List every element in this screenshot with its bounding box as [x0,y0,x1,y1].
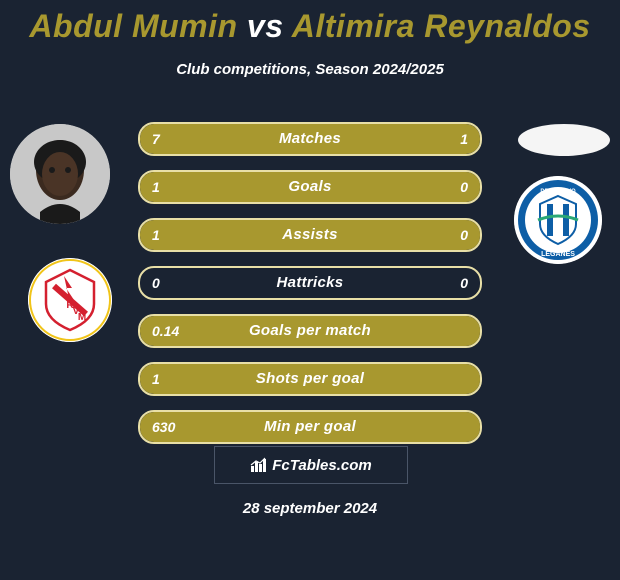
svg-text:LEGANÉS: LEGANÉS [541,249,575,258]
stat-row: 0 Hattricks 0 [138,266,482,300]
stat-label: Goals [140,172,480,202]
player-right-photo [518,124,610,156]
stat-row: 1 Assists 0 [138,218,482,252]
stat-label: Shots per goal [140,364,480,394]
svg-text:M: M [78,312,86,323]
stat-label: Assists [140,220,480,250]
footer-brand-text: FcTables.com [272,457,371,474]
stat-right-value: 0 [460,220,468,250]
headshot-icon [10,124,110,224]
stat-row: 1 Goals 0 [138,170,482,204]
subtitle: Club competitions, Season 2024/2025 [0,61,620,78]
stat-right-value: 0 [460,268,468,298]
club-right-badge: DEPORTIVO LEGANÉS [514,176,602,264]
page-title: Abdul Mumin vs Altimira Reynaldos [0,0,620,45]
stat-row: 7 Matches 1 [138,122,482,156]
stat-label: Min per goal [140,412,480,442]
stats-list: 7 Matches 1 1 Goals 0 1 Assists 0 0 Hatt… [138,122,482,458]
stat-row: 630 Min per goal [138,410,482,444]
player-left-name: Abdul Mumin [29,8,237,44]
footer-brand-box: FcTables.com [214,446,408,484]
stat-right-value: 1 [460,124,468,154]
vs-label: vs [247,8,284,44]
date-label: 28 september 2024 [0,500,620,517]
club-left-badge: R V M [28,258,112,342]
stat-row: 1 Shots per goal [138,362,482,396]
bar-chart-icon [250,456,268,474]
comparison-card: Abdul Mumin vs Altimira Reynaldos Club c… [0,0,620,580]
svg-text:DEPORTIVO: DEPORTIVO [540,189,576,195]
player-right-name: Altimira Reynaldos [292,8,591,44]
player-left-photo [10,124,110,224]
stat-right-value: 0 [460,172,468,202]
stat-row: 0.14 Goals per match [138,314,482,348]
rayo-badge-icon: R V M [28,258,112,342]
stat-label: Hattricks [140,268,480,298]
stat-label: Matches [140,124,480,154]
leganes-badge-icon: DEPORTIVO LEGANÉS [514,176,602,264]
stat-label: Goals per match [140,316,480,346]
